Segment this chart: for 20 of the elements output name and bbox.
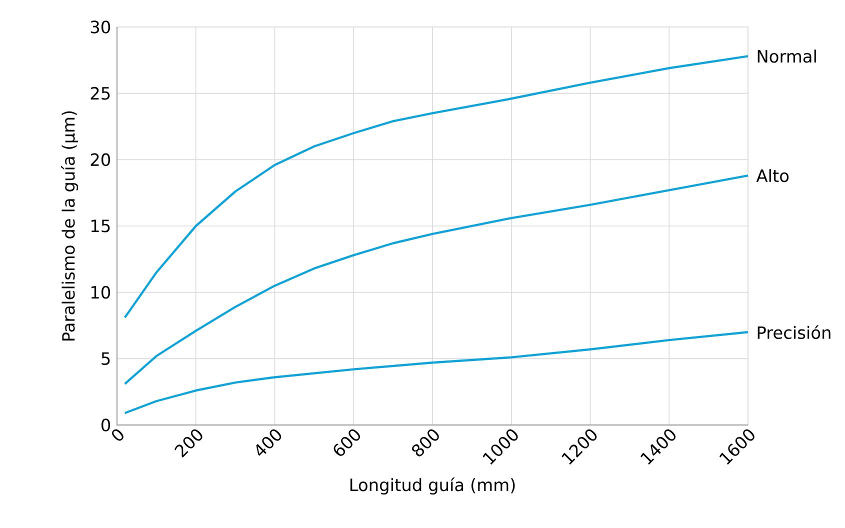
y-tick-label: 20 bbox=[90, 153, 110, 166]
y-tick-label: 25 bbox=[90, 86, 110, 100]
y-tick-label: 10 bbox=[91, 286, 110, 299]
x-axis-title: Longitud guía (mm) bbox=[350, 477, 515, 495]
x-tick-label: 800 bbox=[412, 429, 439, 456]
series-label: Precisión bbox=[758, 325, 830, 340]
y-tick-label: 30 bbox=[90, 20, 110, 34]
y-tick-label: 0 bbox=[101, 418, 110, 432]
line-series bbox=[124, 174, 750, 385]
line-series bbox=[124, 55, 750, 319]
x-tick-label: 200 bbox=[174, 429, 202, 458]
line-series bbox=[124, 331, 750, 414]
series-label: Normal bbox=[758, 50, 816, 63]
x-tick-label: 600 bbox=[334, 429, 360, 456]
y-axis-title: Paralelismo de la guía (µm) bbox=[61, 111, 78, 340]
y-tick-label: 5 bbox=[102, 352, 110, 365]
x-tick-label: 400 bbox=[256, 429, 282, 456]
series-label: Alto bbox=[756, 169, 789, 182]
x-tick-label: 0 bbox=[112, 429, 124, 441]
y-tick-label: 15 bbox=[91, 220, 110, 232]
